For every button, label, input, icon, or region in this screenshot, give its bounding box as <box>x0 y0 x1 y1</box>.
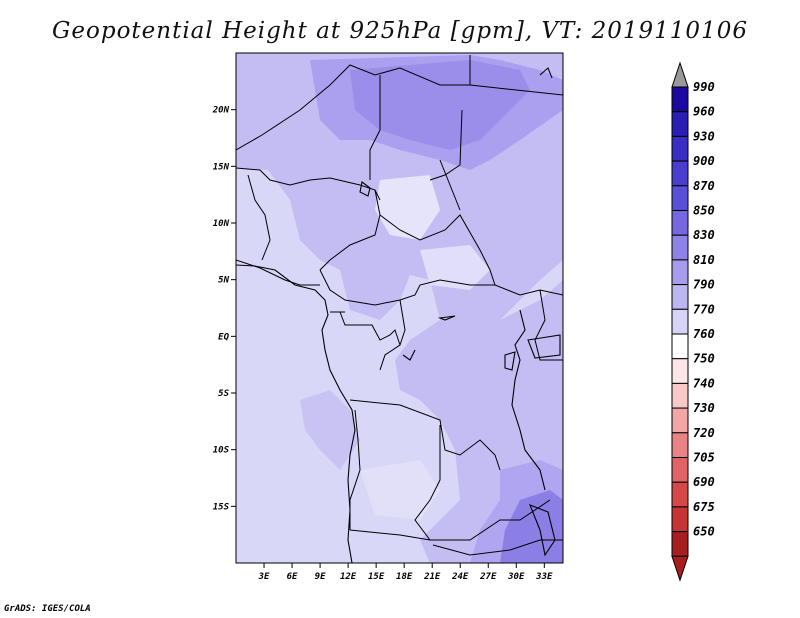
legend-label: 990 <box>693 80 715 94</box>
latitude-axis: 20N 15N 10N 5N EQ 5S 10S 15S <box>212 106 236 512</box>
lon-tick-label: 12E <box>340 572 357 582</box>
legend-swatch <box>671 284 689 310</box>
legend-label: 930 <box>693 129 715 143</box>
legend-swatch <box>671 111 689 137</box>
map-field <box>236 53 563 563</box>
shading-830-850-se <box>500 490 563 563</box>
lon-tick-label: 30E <box>507 572 525 582</box>
legend-label: 900 <box>693 154 715 168</box>
shading-790-810-west <box>300 390 360 470</box>
legend-swatch <box>671 457 689 483</box>
coastline <box>236 67 561 563</box>
legend-label: 675 <box>693 500 715 514</box>
legend-swatch <box>671 210 689 236</box>
legend-swatch <box>671 308 689 335</box>
legend-swatch <box>671 333 689 360</box>
lat-tick-label: 10N <box>213 219 230 229</box>
legend-swatch <box>671 234 689 261</box>
lon-tick-label: 15E <box>368 572 385 582</box>
color-legend: 990 960 930 900 870 850 830 810 790 770 760 750 740 7… <box>671 61 715 582</box>
legend-label: 810 <box>693 253 715 267</box>
legend-swatch <box>671 259 689 286</box>
legend-bottom-arrow <box>671 555 689 582</box>
legend-label: 790 <box>693 278 715 292</box>
legend-label: 750 <box>693 352 715 366</box>
map-frame <box>235 52 564 564</box>
legend-label: 870 <box>693 179 715 193</box>
longitude-axis: 3E 6E 9E 12E 15E 18E 21E 24E 27E 30E 33E <box>258 563 553 582</box>
shading-light-patch-2 <box>420 245 490 290</box>
lat-tick-label: 5N <box>218 276 229 286</box>
lon-tick-label: 33E <box>535 572 553 582</box>
legend-label: 690 <box>693 475 715 489</box>
legend-swatch <box>671 135 689 162</box>
lon-tick-label: 18E <box>396 572 413 582</box>
lon-tick-label: 3E <box>258 572 270 582</box>
legend-top-arrow <box>671 61 689 88</box>
lon-tick-label: 27E <box>479 572 497 582</box>
lat-tick-label: 15N <box>213 162 230 172</box>
legend-swatch <box>671 185 689 212</box>
legend-swatch <box>671 407 689 434</box>
legend-label: 760 <box>693 327 715 341</box>
legend-swatch <box>671 531 689 557</box>
grads-credit: GrADS: IGES/COLA <box>4 604 91 614</box>
legend-swatch <box>671 160 689 187</box>
legend-swatch <box>671 432 689 458</box>
legend-label: 960 <box>693 105 715 119</box>
lon-tick-label: 24E <box>451 572 469 582</box>
map-title: Geopotential Height at 925hPa [gpm], VT:… <box>52 18 748 44</box>
legend-label: 705 <box>693 451 715 465</box>
lat-tick-label: 5S <box>218 389 229 399</box>
lat-tick-label: 10S <box>213 446 230 456</box>
legend-label: 850 <box>693 204 715 218</box>
legend-label: 770 <box>693 302 715 316</box>
legend-label: 720 <box>693 426 715 440</box>
legend-label: 740 <box>693 376 715 390</box>
lat-tick-label: 15S <box>213 502 230 512</box>
lon-tick-label: 9E <box>315 572 326 582</box>
legend-label: 650 <box>693 525 715 539</box>
legend-swatch <box>671 358 689 384</box>
shading-light-patch-3 <box>360 460 440 520</box>
legend-label: 730 <box>693 401 715 415</box>
lat-tick-label: 20N <box>212 106 230 116</box>
lon-tick-label: 6E <box>287 572 298 582</box>
lat-tick-label: EQ <box>218 332 229 342</box>
legend-swatch <box>671 481 689 508</box>
legend-swatch <box>671 382 689 409</box>
legend-swatch <box>671 506 689 533</box>
legend-label: 830 <box>693 228 715 242</box>
shading-830-850 <box>350 60 530 150</box>
legend-swatch <box>671 86 689 113</box>
lon-tick-label: 21E <box>423 572 441 582</box>
